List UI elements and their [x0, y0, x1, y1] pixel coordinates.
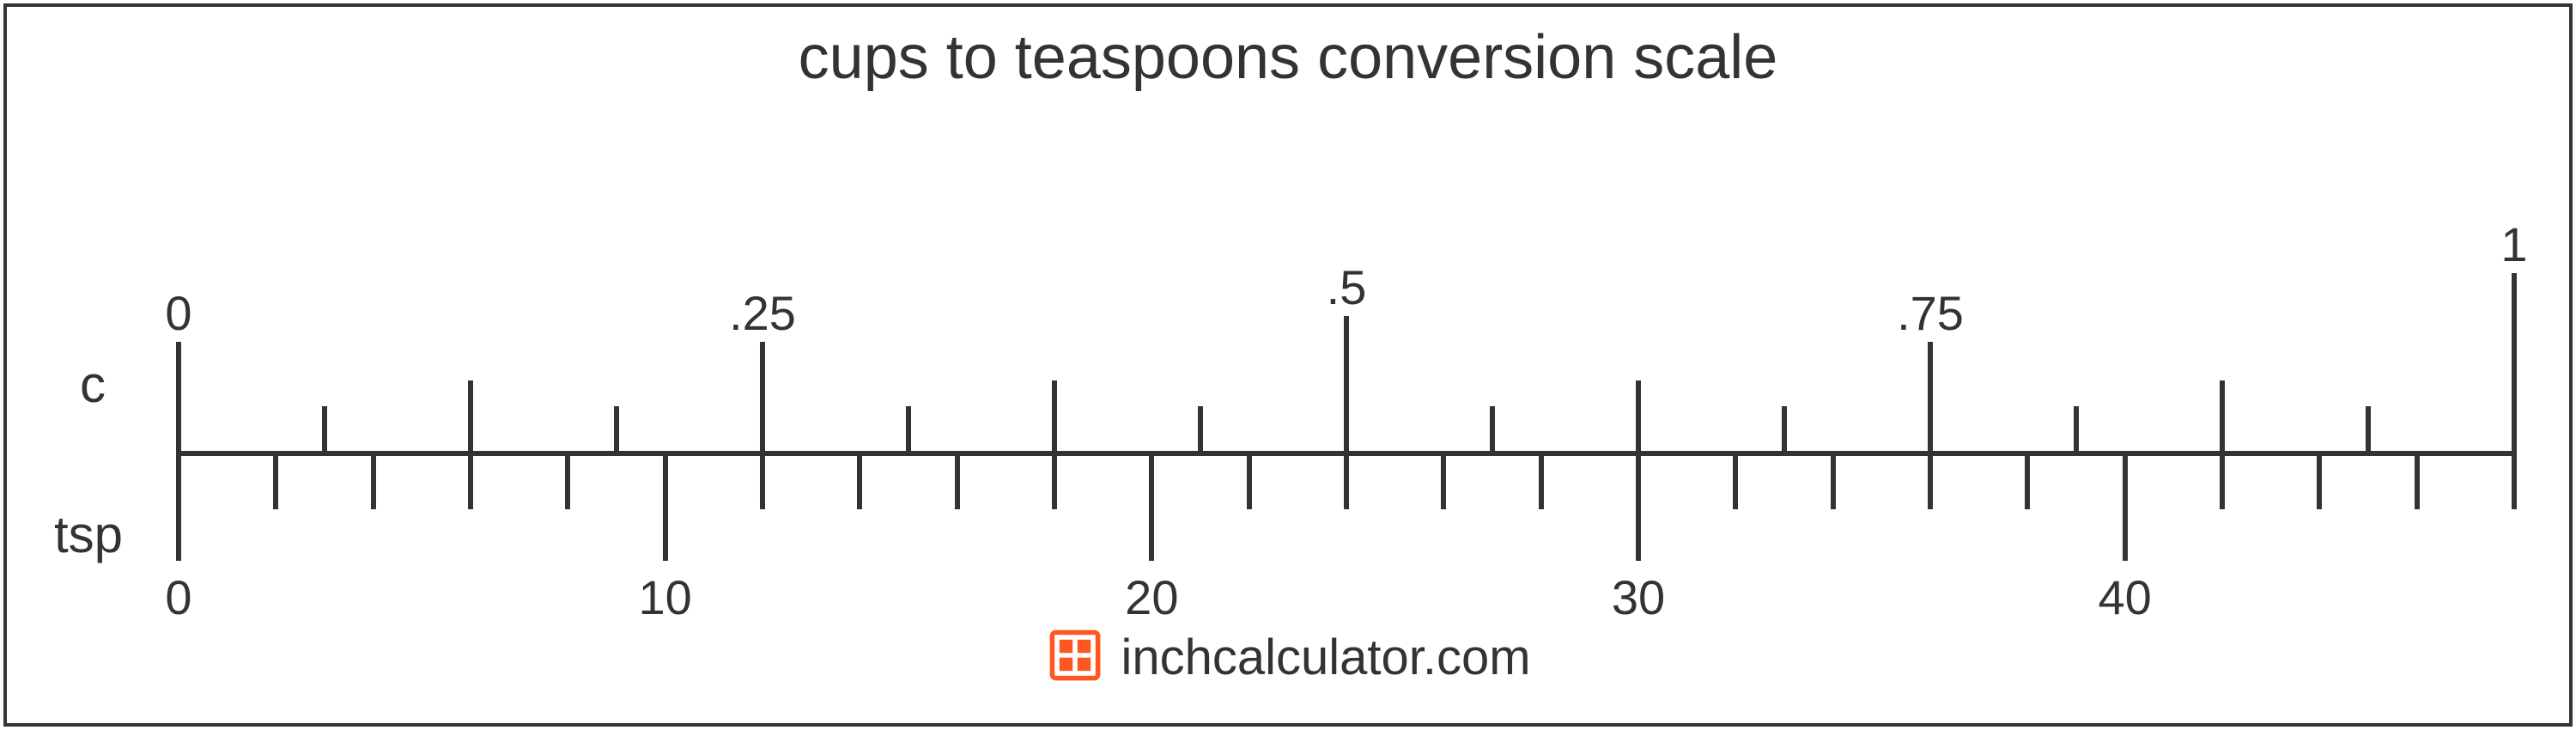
tick-bottom — [2317, 453, 2322, 509]
tick-top — [1490, 406, 1495, 453]
tick-bottom — [565, 453, 570, 509]
tick-bottom — [1344, 453, 1349, 509]
tick-bottom — [1928, 453, 1933, 509]
tick-bottom — [857, 453, 862, 509]
tick-top — [906, 406, 911, 453]
tick-bottom — [1831, 453, 1836, 509]
tsp-unit-label: tsp — [54, 505, 123, 564]
tsp-tick-label: 20 — [1125, 569, 1178, 625]
diagram-title: cups to teaspoons conversion scale — [7, 7, 2569, 93]
tick-top — [614, 406, 619, 453]
tick-bottom — [1733, 453, 1738, 509]
cups-tick-label: 1 — [2500, 216, 2527, 272]
cups-tick-label: .5 — [1327, 259, 1367, 315]
tsp-tick-label: 0 — [165, 569, 191, 625]
tick-top — [1782, 406, 1787, 453]
tick-bottom — [1636, 453, 1641, 561]
tick-bottom — [955, 453, 960, 509]
tick-bottom — [468, 453, 473, 509]
calculator-icon — [1045, 625, 1105, 690]
tick-top — [1052, 380, 1057, 453]
tick-top — [176, 342, 181, 453]
tick-bottom — [1441, 453, 1446, 509]
tick-bottom — [2123, 453, 2128, 561]
tick-top — [1636, 380, 1641, 453]
cups-tick-label: .25 — [729, 285, 796, 341]
tick-bottom — [2220, 453, 2225, 509]
tick-bottom — [2415, 453, 2420, 509]
tick-bottom — [663, 453, 668, 561]
tick-top — [1928, 342, 1933, 453]
tick-top — [322, 406, 327, 453]
tick-bottom — [1247, 453, 1252, 509]
tick-top — [760, 342, 765, 453]
tick-bottom — [1052, 453, 1057, 509]
tick-bottom — [2025, 453, 2030, 509]
tick-bottom — [1149, 453, 1154, 561]
tick-bottom — [371, 453, 376, 509]
footer-text: inchcalculator.com — [1121, 629, 1530, 686]
tick-top — [2220, 380, 2225, 453]
cups-tick-label: 0 — [165, 285, 191, 341]
tick-top — [1198, 406, 1203, 453]
cups-unit-label: c — [80, 355, 106, 414]
tsp-tick-label: 40 — [2099, 569, 2152, 625]
tick-top — [1344, 316, 1349, 453]
tsp-tick-label: 30 — [1612, 569, 1665, 625]
cups-tick-label: .75 — [1897, 285, 1964, 341]
tick-bottom — [2512, 453, 2517, 509]
tsp-tick-label: 10 — [639, 569, 692, 625]
tick-bottom — [176, 453, 181, 561]
tick-bottom — [1539, 453, 1544, 509]
tick-bottom — [273, 453, 278, 509]
tick-top — [2074, 406, 2079, 453]
tick-bottom — [760, 453, 765, 509]
tick-top — [2512, 273, 2517, 453]
footer: inchcalculator.com — [7, 625, 2569, 690]
diagram-frame: cups to teaspoons conversion scale 0 .25.… — [3, 3, 2573, 727]
tick-top — [2366, 406, 2371, 453]
tick-top — [468, 380, 473, 453]
